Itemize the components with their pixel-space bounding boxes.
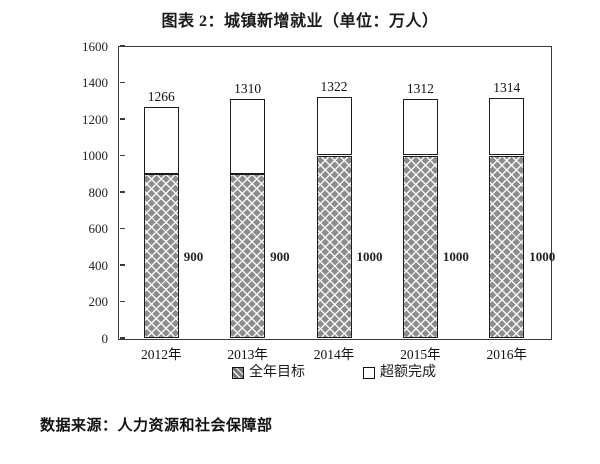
y-tick-mark — [119, 227, 125, 230]
x-axis-label: 2013年 — [227, 347, 268, 362]
bar-total-label: 1322 — [320, 78, 348, 94]
bar-target-segment — [489, 155, 525, 338]
bar-target-label: 1000 — [529, 249, 556, 265]
bar-total-label: 1266 — [147, 88, 175, 104]
x-axis-label: 2012年 — [140, 347, 182, 362]
y-tick-mark — [119, 191, 125, 193]
y-tick-label: 0 — [101, 330, 109, 346]
bar-target-label: 1000 — [442, 249, 469, 265]
y-tick-mark — [119, 154, 125, 157]
chart-legend: 全年目标 超额完成 — [118, 365, 550, 381]
bar-excess-segment — [402, 98, 438, 156]
bar-target-segment — [143, 173, 179, 338]
x-axis-label: 2015年 — [400, 347, 441, 362]
y-tick-label: 400 — [88, 257, 109, 273]
white-swatch-icon — [363, 367, 375, 379]
y-tick-label: 1000 — [82, 148, 108, 163]
y-tick-mark — [119, 337, 125, 339]
bar-excess-segment — [489, 98, 525, 156]
bar-target-segment — [230, 173, 266, 338]
y-tick-label: 1200 — [82, 111, 108, 127]
y-tick-mark — [119, 118, 125, 120]
bar-excess-segment — [316, 96, 352, 156]
chart-title: 图表 2：城镇新增就业（单位：万人） — [161, 13, 439, 30]
legend-item-target: 全年目标 — [232, 365, 305, 381]
legend-label-target: 全年目标 — [249, 365, 305, 380]
y-tick-mark — [119, 300, 125, 303]
hatched-swatch-icon — [232, 367, 244, 379]
bar-total-label: 1312 — [406, 80, 434, 96]
bar-excess-segment — [143, 106, 179, 174]
bar-target-segment — [402, 155, 438, 338]
legend-item-excess: 超额完成 — [363, 365, 436, 381]
x-axis-label: 2016年 — [486, 347, 528, 362]
y-tick-label: 600 — [88, 221, 109, 236]
y-tick-label: 1600 — [82, 38, 108, 54]
bar-target-segment — [316, 155, 352, 338]
bar-excess-segment — [230, 98, 266, 174]
y-tick-mark — [119, 45, 125, 47]
y-tick-mark — [119, 81, 125, 84]
y-tick-mark — [119, 264, 125, 266]
bar-target-label: 900 — [183, 249, 204, 265]
y-tick-label: 800 — [88, 184, 109, 200]
bar-total-label: 1310 — [234, 80, 262, 96]
bar-total-label: 1314 — [493, 80, 521, 96]
legend-label-excess: 超额完成 — [380, 365, 436, 380]
bar-target-label: 1000 — [356, 249, 383, 265]
x-axis-label: 2014年 — [313, 347, 355, 362]
bar-target-label: 900 — [270, 249, 290, 265]
y-tick-label: 1400 — [82, 75, 108, 90]
y-tick-label: 200 — [88, 294, 109, 309]
data-source-note: 数据来源：人力资源和社会保障部 — [40, 418, 273, 434]
